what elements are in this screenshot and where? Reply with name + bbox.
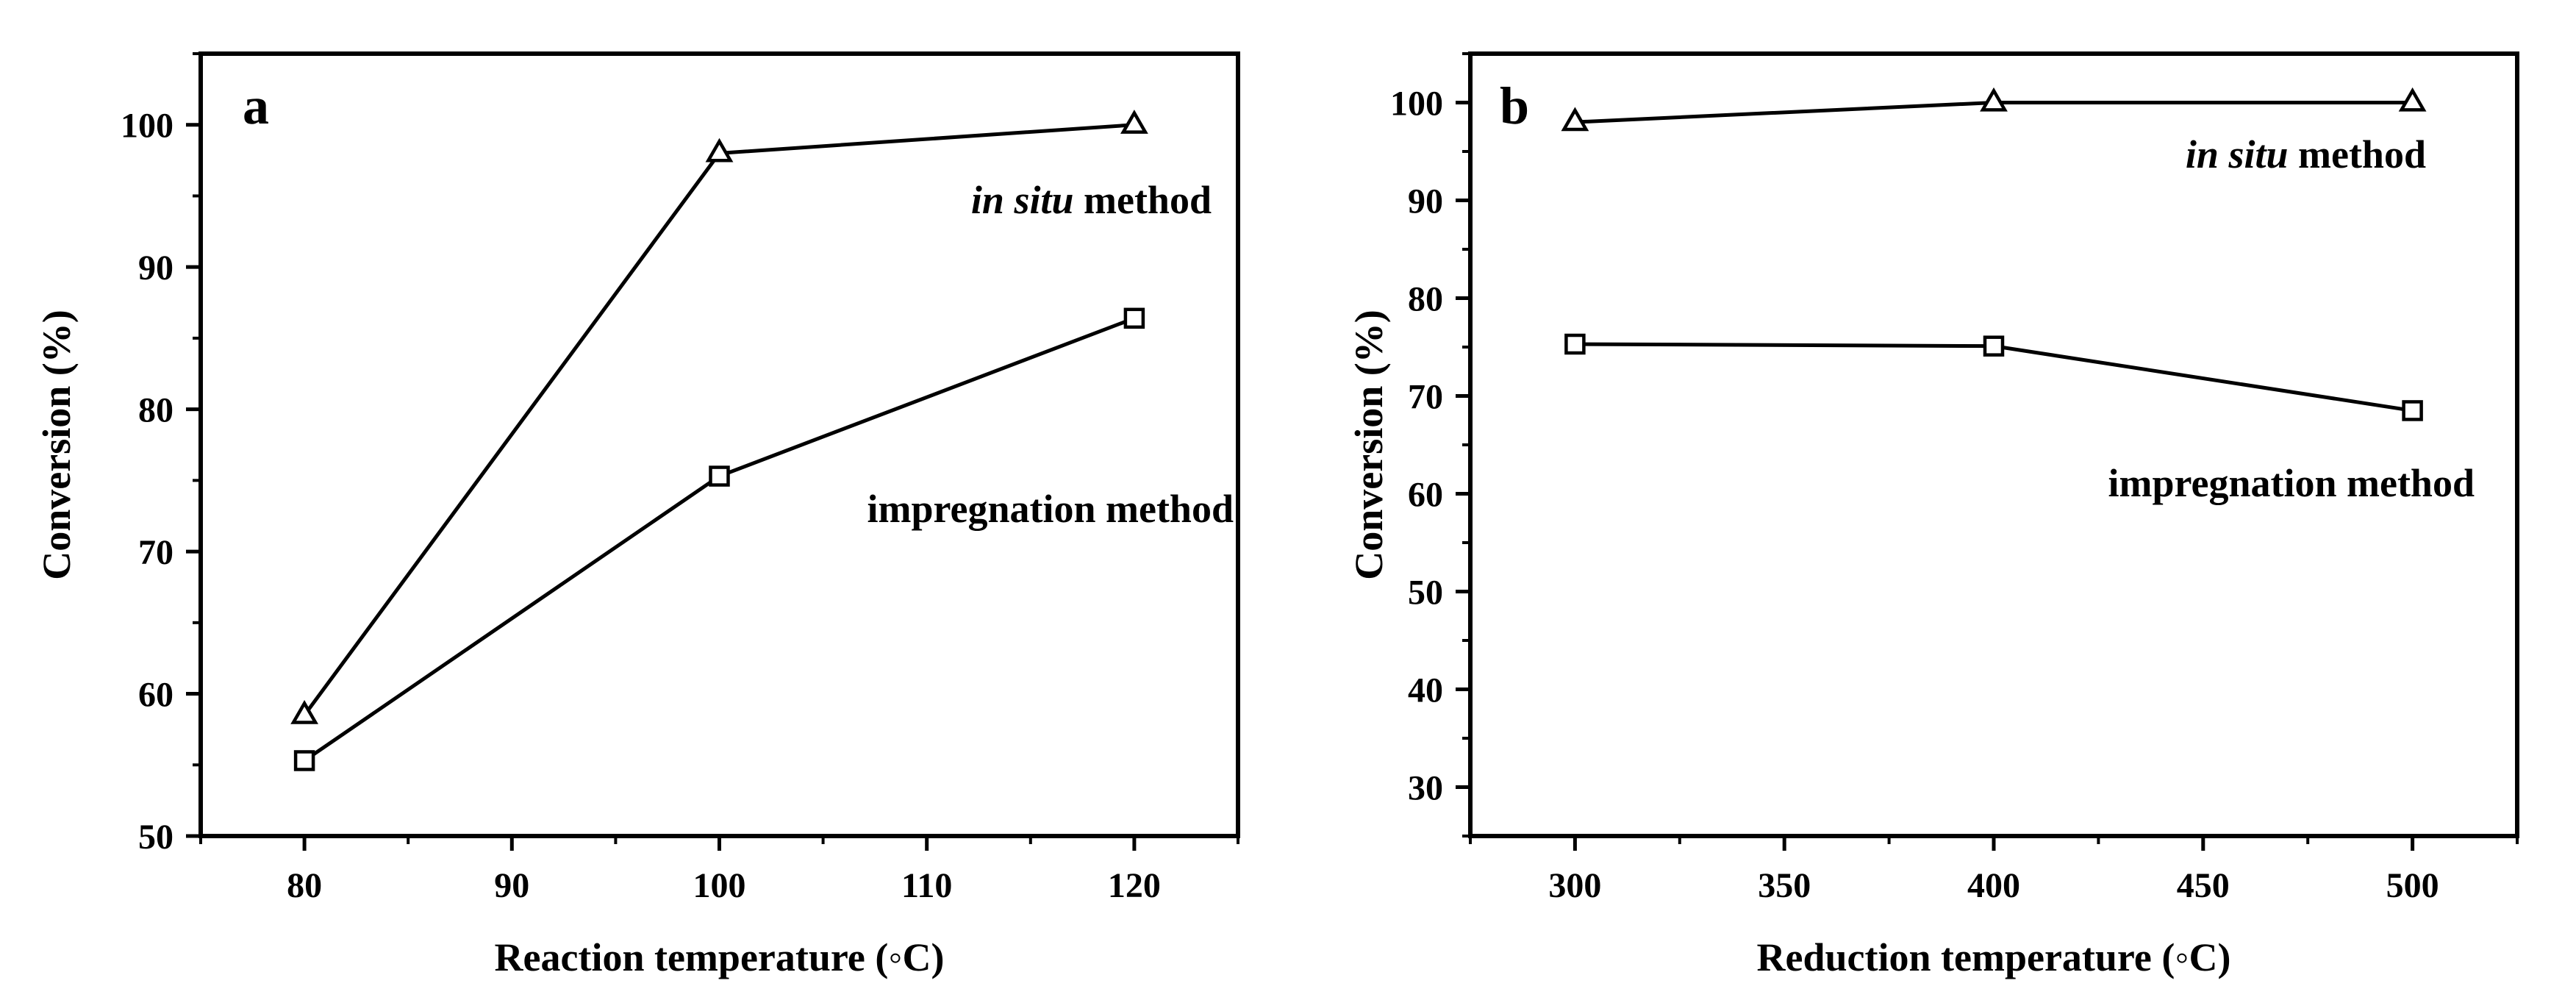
x-axis-title: Reaction temperature (◦C)	[495, 935, 945, 979]
y-tick-label: 50	[138, 818, 173, 857]
data-point-square	[1123, 307, 1145, 329]
x-tick-label: 100	[693, 866, 746, 905]
series-label: in situ method	[971, 178, 1212, 222]
y-tick-label: 80	[1408, 280, 1443, 319]
x-tick-label: 120	[1108, 866, 1161, 905]
x-tick-label: 400	[1967, 866, 2020, 905]
data-point-triangle	[1120, 110, 1148, 134]
x-tick-label: 350	[1758, 866, 1811, 905]
y-tick-label: 70	[1408, 378, 1443, 417]
data-point-square	[709, 465, 730, 487]
series-label-text: impregnation method	[2108, 461, 2475, 505]
data-point-triangle	[1980, 87, 2008, 112]
y-tick-label: 40	[1408, 671, 1443, 710]
x-tick-label: 80	[287, 866, 322, 905]
y-tick-label: 80	[138, 391, 173, 430]
series-label: impregnation method	[867, 487, 1234, 531]
chart-panel-b: 300 350 400 450 500 30 40 50 60 70 80 90 100 Reductio…	[1347, 51, 2519, 979]
y-tick-label: 60	[138, 676, 173, 715]
data-point-triangle	[2398, 87, 2427, 112]
y-tick-label: 60	[1408, 476, 1443, 515]
data-point-triangle	[1561, 107, 1589, 132]
data-point-square	[293, 750, 315, 771]
chart-panel-a: 80 90 100 110 120 50 60 70 80 90 100 Reaction tempe…	[35, 51, 1240, 979]
y-tick-label: 50	[1408, 574, 1443, 612]
x-tick-label: 110	[901, 866, 952, 905]
series-label-text: method	[1074, 178, 1212, 222]
data-point-square	[2402, 400, 2423, 421]
panel-label: a	[243, 76, 269, 135]
y-axis-title: Conversion (%)	[1347, 310, 1391, 579]
y-tick-label: 30	[1408, 769, 1443, 808]
data-point-square	[1564, 333, 1586, 355]
x-tick-label: 500	[2386, 866, 2439, 905]
data-point-triangle	[290, 699, 318, 724]
series-line-impregnation	[303, 316, 1135, 762]
data-point-triangle	[705, 138, 734, 162]
x-tick-label: 90	[494, 866, 529, 905]
x-axis-title: Reduction temperature (◦C)	[1757, 935, 2231, 979]
x-tick-label: 450	[2177, 866, 2230, 905]
series-label-text: impregnation method	[867, 487, 1234, 531]
y-tick-label: 90	[138, 249, 173, 288]
panel-label: b	[1500, 76, 1529, 135]
series-label: in situ method	[2186, 132, 2426, 176]
series-label-italic: in situ	[2186, 132, 2289, 176]
series-label-italic: in situ	[971, 178, 1074, 222]
y-tick-label: 90	[1408, 182, 1443, 221]
y-tick-label: 70	[138, 533, 173, 572]
y-tick-label: 100	[1390, 85, 1443, 124]
series-label: impregnation method	[2108, 461, 2475, 505]
series-label-text: method	[2289, 132, 2427, 176]
plot-frame	[198, 51, 1240, 838]
x-tick-label: 300	[1548, 866, 1601, 905]
y-tick-label: 100	[121, 107, 173, 146]
data-point-square	[1983, 335, 2005, 357]
y-axis-title: Conversion (%)	[35, 310, 79, 579]
